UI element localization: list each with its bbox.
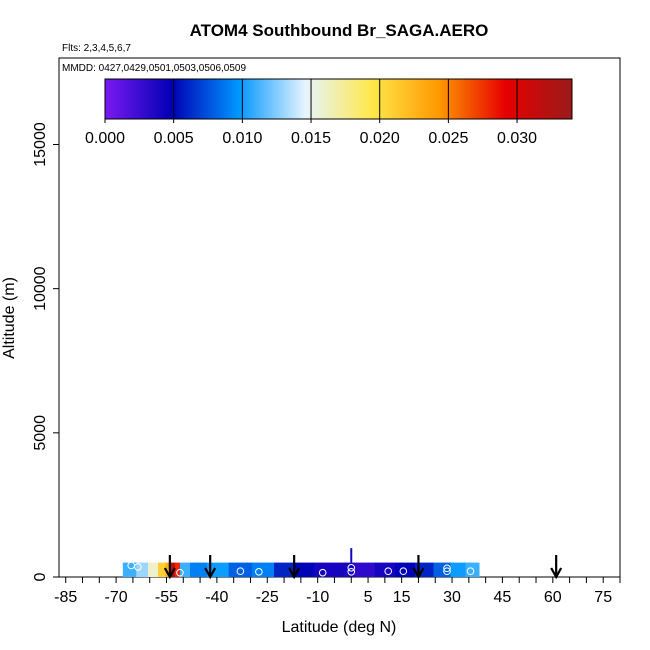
curtain-cell bbox=[465, 562, 480, 577]
dates-note: MMDD: 0427,0429,0501,0503,0506,0509 bbox=[62, 63, 246, 74]
curtain-cell bbox=[158, 562, 167, 577]
y-tick-label: 10000 bbox=[32, 266, 49, 311]
curtain-cell bbox=[354, 562, 376, 577]
sample-point bbox=[443, 567, 451, 576]
x-tick-label: 15 bbox=[393, 589, 411, 606]
x-tick-label: 75 bbox=[594, 589, 612, 606]
x-tick-label: -25 bbox=[256, 589, 279, 606]
curtain-cell bbox=[273, 562, 295, 577]
colorbar-tick-label: 0.025 bbox=[428, 130, 468, 147]
flight-arrow-head bbox=[288, 567, 301, 580]
x-tick-label: -10 bbox=[306, 589, 329, 606]
profile-strip bbox=[350, 548, 353, 563]
curtain-cell bbox=[294, 562, 315, 577]
flight-arrow-head bbox=[204, 567, 217, 580]
colorbar-tick-label: 0.010 bbox=[222, 130, 262, 147]
x-tick-label: -40 bbox=[205, 589, 228, 606]
sample-point bbox=[236, 567, 245, 576]
x-tick-label: 5 bbox=[364, 589, 373, 606]
curtain-cell bbox=[136, 562, 149, 577]
flight-arrow-head bbox=[550, 567, 563, 580]
flight-arrow bbox=[204, 555, 217, 580]
curtain-cell bbox=[190, 562, 208, 577]
sample-point bbox=[347, 568, 356, 576]
y-tick-label: 0 bbox=[32, 572, 49, 581]
y-axis-label: Altitude (m) bbox=[1, 277, 18, 359]
curtain-cell bbox=[228, 562, 253, 577]
flight-arrow bbox=[163, 555, 176, 580]
sample-point bbox=[176, 568, 184, 577]
curtain-cell bbox=[165, 562, 172, 577]
colorbar-tick-label: 0.020 bbox=[360, 130, 400, 147]
sample-point bbox=[443, 564, 451, 573]
sample-point bbox=[318, 568, 327, 577]
flights-note: Flts: 2,3,4,5,6,7 bbox=[62, 43, 131, 54]
colorbar-tick-label: 0.000 bbox=[85, 130, 125, 147]
curtain-cell bbox=[148, 562, 159, 577]
colorbar-tick-label: 0.015 bbox=[291, 130, 331, 147]
flight-arrow-head bbox=[163, 567, 176, 580]
x-axis-label: Latitude (deg N) bbox=[282, 619, 397, 636]
chart-title: ATOM4 Southbound Br_SAGA.AERO bbox=[190, 21, 489, 40]
colorbar bbox=[104, 78, 573, 120]
curtain-cell bbox=[450, 562, 467, 577]
y-tick-label: 5000 bbox=[32, 415, 49, 451]
sample-point bbox=[134, 563, 142, 571]
x-tick-label: -85 bbox=[54, 589, 77, 606]
x-tick-label: 30 bbox=[443, 589, 461, 606]
sample-point bbox=[347, 563, 356, 572]
flight-arrow bbox=[288, 555, 301, 580]
curtain-cell bbox=[179, 562, 191, 577]
y-tick-label: 15000 bbox=[32, 122, 49, 167]
curtain-cell bbox=[394, 562, 416, 577]
curtain-cell bbox=[334, 562, 356, 577]
curtain-cell bbox=[252, 562, 275, 577]
curtain-cell bbox=[433, 562, 451, 577]
plot-area: -85 -70 -55 -40 -25 -10 5 15 30 45 60 75 0 5000 10000 1… bbox=[32, 57, 621, 606]
sample-point bbox=[466, 567, 475, 576]
colorbar-tick-label: 0.030 bbox=[497, 130, 537, 147]
curtain-cell bbox=[122, 562, 137, 577]
sample-point bbox=[384, 567, 393, 576]
x-tick-label: -55 bbox=[155, 589, 178, 606]
flight-arrow bbox=[550, 555, 563, 580]
x-tick-label: 45 bbox=[494, 589, 512, 606]
colorbar-tick-label: 0.005 bbox=[154, 130, 194, 147]
sample-point bbox=[399, 567, 408, 576]
sample-point bbox=[255, 568, 263, 576]
x-tick-label: -70 bbox=[105, 589, 128, 606]
x-tick-label: 60 bbox=[544, 589, 562, 606]
